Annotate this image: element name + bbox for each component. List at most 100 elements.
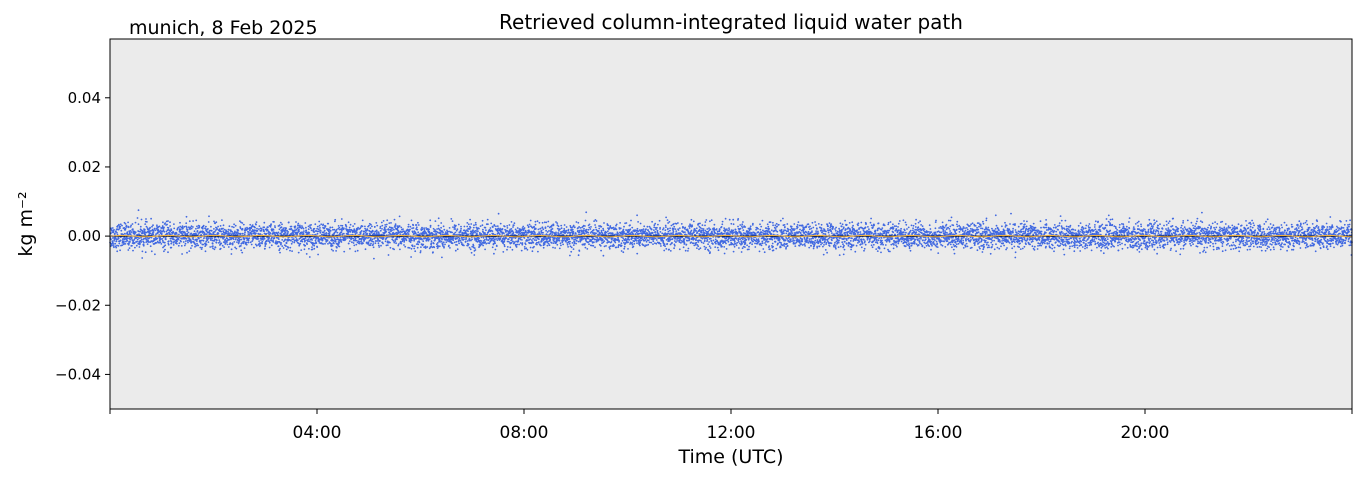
scatter-point	[782, 217, 784, 220]
scatter-point	[268, 241, 271, 244]
scatter-point	[709, 247, 712, 249]
scatter-point	[209, 246, 212, 248]
scatter-point	[444, 243, 446, 246]
scatter-point	[645, 228, 647, 231]
scatter-point	[636, 252, 639, 255]
scatter-point	[274, 225, 276, 227]
scatter-point	[353, 223, 356, 225]
scatter-point	[665, 226, 667, 229]
scatter-point	[382, 237, 385, 240]
scatter-point	[422, 243, 425, 246]
scatter-point	[755, 228, 757, 231]
scatter-point	[452, 237, 455, 239]
scatter-point	[728, 229, 731, 231]
scatter-point	[221, 233, 224, 235]
scatter-point	[125, 224, 128, 227]
scatter-point	[683, 242, 686, 245]
scatter-point	[159, 229, 162, 232]
scatter-point	[569, 231, 572, 234]
scatter-point	[543, 243, 546, 246]
scatter-point	[542, 231, 544, 234]
scatter-point	[632, 245, 635, 248]
scatter-point	[546, 231, 549, 233]
scatter-point	[234, 246, 237, 249]
scatter-point	[791, 232, 794, 235]
scatter-point	[180, 245, 183, 247]
scatter-point	[179, 221, 181, 224]
scatter-point	[338, 241, 341, 244]
scatter-point	[131, 244, 133, 247]
scatter-point	[470, 223, 473, 225]
scatter-point	[140, 218, 143, 221]
scatter-point	[705, 219, 708, 221]
scatter-point	[297, 224, 299, 227]
scatter-point	[467, 223, 470, 226]
scatter-point	[229, 232, 231, 235]
scatter-point	[329, 226, 332, 229]
scatter-point	[545, 229, 547, 232]
scatter-point	[198, 225, 201, 227]
scatter-point	[371, 225, 373, 228]
scatter-point	[726, 228, 728, 231]
scatter-point	[226, 232, 228, 235]
scatter-point	[178, 236, 181, 239]
scatter-point	[583, 229, 585, 232]
scatter-point	[177, 238, 180, 240]
scatter-point	[674, 238, 676, 240]
scatter-point	[535, 239, 538, 242]
scatter-point	[706, 228, 709, 230]
scatter-point	[254, 229, 256, 232]
scatter-point	[110, 227, 112, 230]
scatter-point	[477, 230, 479, 233]
scatter-point	[757, 231, 760, 234]
scatter-point	[393, 248, 395, 251]
scatter-point	[512, 224, 515, 227]
scatter-point	[790, 238, 792, 241]
scatter-point	[321, 239, 324, 241]
scatter-point	[341, 224, 344, 227]
scatter-point	[251, 230, 253, 233]
scatter-point	[783, 224, 786, 226]
scatter-point	[563, 228, 566, 230]
scatter-point	[621, 239, 624, 242]
scatter-point	[763, 251, 766, 254]
chart-title: Retrieved column-integrated liquid water…	[499, 10, 963, 34]
scatter-point	[663, 249, 666, 252]
scatter-point	[554, 237, 556, 239]
scatter-point	[738, 247, 740, 249]
scatter-point	[415, 226, 418, 229]
scatter-point	[191, 240, 193, 243]
scatter-point	[442, 225, 445, 228]
scatter-point	[264, 247, 266, 250]
scatter-point	[647, 243, 650, 246]
scatter-point	[359, 233, 362, 235]
scatter-point	[282, 227, 285, 230]
scatter-point	[349, 231, 352, 233]
scatter-point	[129, 241, 131, 243]
scatter-point	[567, 228, 570, 231]
scatter-point	[393, 228, 395, 231]
scatter-point	[251, 240, 254, 243]
scatter-point	[383, 227, 386, 230]
scatter-point	[777, 242, 779, 245]
scatter-point	[499, 222, 502, 225]
scatter-point	[656, 226, 658, 229]
scatter-point	[512, 231, 515, 234]
scatter-point	[478, 227, 480, 230]
scatter-point	[583, 227, 585, 230]
scatter-point	[318, 240, 320, 243]
scatter-point	[749, 225, 752, 228]
scatter-point	[241, 232, 244, 235]
scatter-point	[128, 242, 130, 245]
scatter-point	[195, 227, 197, 230]
scatter-point	[657, 223, 659, 226]
scatter-point	[699, 247, 702, 250]
scatter-point	[448, 244, 450, 247]
scatter-point	[523, 227, 526, 229]
scatter-point	[584, 246, 587, 249]
scatter-point	[503, 225, 506, 228]
scatter-point	[336, 246, 338, 249]
scatter-point	[715, 242, 717, 245]
scatter-point	[545, 221, 548, 224]
scatter-point	[422, 240, 425, 243]
